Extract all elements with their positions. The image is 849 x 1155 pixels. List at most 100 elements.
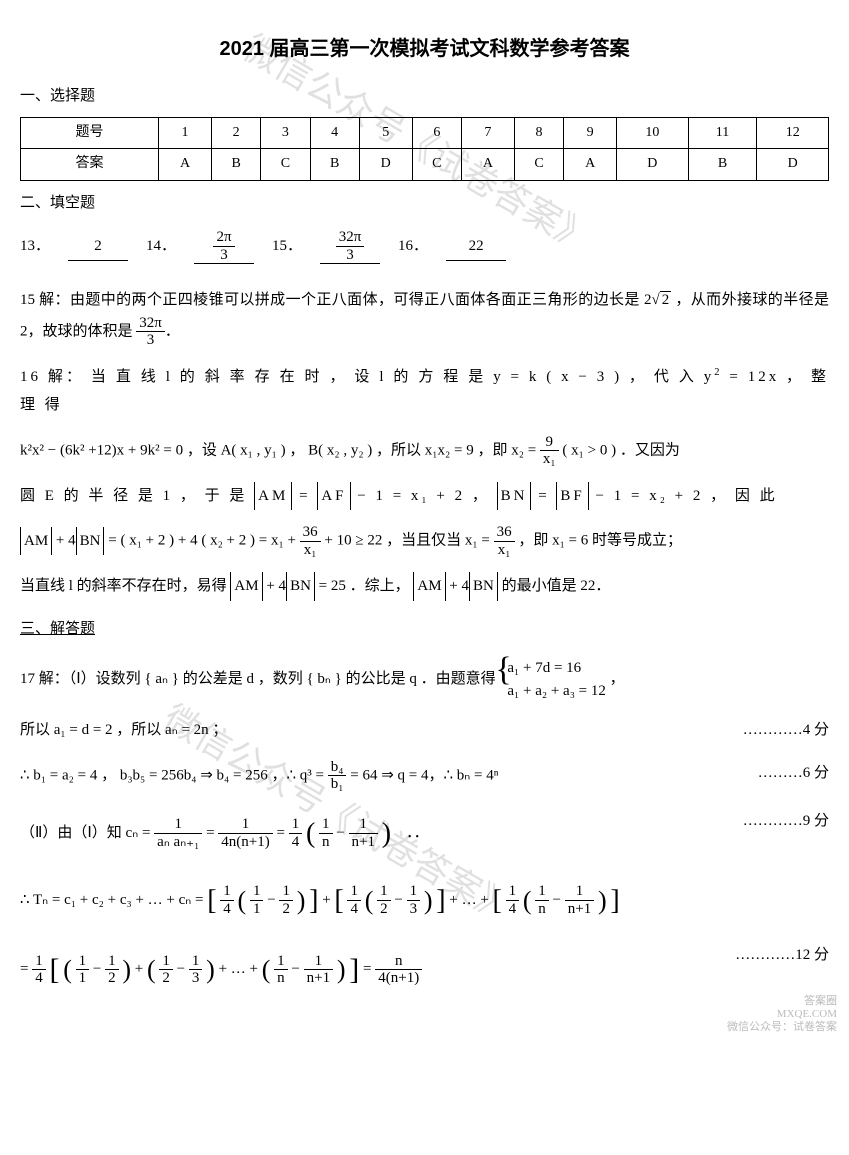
header-cell: 题号 [21,117,159,149]
rparen-icon: ) [297,876,306,925]
num-cell: 4 [310,117,359,149]
score-4: …………4 分 [743,716,829,745]
solution-16-line3: 圆 E 的 半 径 是 1 ， 于 是 AM = AF − 1 = x₁ + 2… [20,482,829,511]
table-row: 题号 1 2 3 4 5 6 7 8 9 10 11 12 [21,117,829,149]
ans-cell: B [310,149,359,181]
frac-num: 1 [407,883,421,901]
frac-den: n+1 [349,834,378,851]
text: 当直线 l 的斜率不存在时，易得 [20,578,230,594]
num-cell: 8 [514,117,563,149]
abs-bn: BN [286,572,315,601]
rbracket-icon: ] [610,874,619,927]
ans-cell: A [564,149,617,181]
abs-am: AM [413,572,445,601]
solution-16-line1: 16 解： 当 直 线 l 的 斜 率 存 在 时 ， 设 l 的 方 程 是 … [20,363,829,420]
text: − [267,892,279,908]
frac-num: 1 [279,883,293,901]
solution-16-line4: AM + 4BN = ( x₁ + 2 ) + 4 ( x₂ + 2 ) = x… [20,524,829,558]
footer-line2: MXQE.COM [727,1008,837,1021]
frac-den: n [319,834,333,851]
rparen-icon: ) [337,945,346,994]
frac-num: 1 [304,953,333,971]
lparen-icon: ( [523,876,532,925]
text: + … + [449,892,492,908]
ans-cell: C [261,149,310,181]
ans-cell: C [514,149,563,181]
frac-num: 32π [336,229,365,247]
abs-am: AM [254,482,292,511]
frac-den: 4 [289,834,303,851]
text: 圆 E 的 半 径 是 1 ， 于 是 [20,488,254,504]
q13-label: 13． [20,232,50,261]
text: 15 解：由题中的两个正四棱锥可以拼成一个正八面体，可得正八面体各面正三角形的边… [20,292,651,308]
ans-cell: A [159,149,212,181]
frac-den: 4(n+1) [375,970,422,987]
solution-16-line2: k²x² − (6k² +12)x + 9k² = 0 ，设 A( x₁ , y… [20,434,829,468]
frac-den: 3 [407,901,421,918]
ans-cell: B [212,149,261,181]
text: ( x₁ > 0 ) ．又因为 [562,442,679,458]
text: − [93,961,105,977]
frac-num: 9 [540,434,559,452]
text: − [553,892,565,908]
frac-den: 4n(n+1) [218,834,272,851]
num-cell: 6 [412,117,461,149]
frac-den: 4 [347,901,361,918]
text: 16 解： 当 直 线 l 的 斜 率 存 在 时 ， 设 l 的 方 程 是 … [20,369,714,385]
text: 17 解：（Ⅰ）设数列 { aₙ } 的公差是 d ，数列 { bₙ } 的公比… [20,671,499,687]
text: + 4 [52,533,75,549]
lparen-icon: ( [238,876,247,925]
text: = [277,825,289,841]
frac-num: 1 [377,883,391,901]
q16-answer: 22 [446,232,506,262]
text: − [336,825,348,841]
frac-num: 1 [250,883,264,901]
text: = [20,961,32,977]
lbracket-icon: [ [49,941,59,998]
frac-num: 1 [319,816,333,834]
text: （Ⅱ）由（Ⅰ）知 cₙ = [20,825,154,841]
text: + [322,892,334,908]
solution-15: 15 解：由题中的两个正四棱锥可以拼成一个正八面体，可得正八面体各面正三角形的边… [20,286,829,349]
lparen-icon: ( [306,807,315,860]
frac-den: 2 [159,970,173,987]
frac-num: 1 [289,816,303,834]
abs-bn: BN [497,482,532,511]
section-fill-label: 二、填空题 [20,189,829,218]
abs-am: AM [230,572,262,601]
text: + 10 ≥ 22 ，当且仅当 x₁ = [324,533,493,549]
solution-17-line5: ∴ Tₙ = c₁ + c₂ + c₃ + … + cₙ = [ 14 ( 11… [20,874,829,927]
sup: 2 [714,367,722,378]
header-cell: 答案 [21,149,159,181]
rparen-icon: ) [206,945,215,994]
frac-den: 2 [279,901,293,918]
page-title: 2021 届高三第一次模拟考试文科数学参考答案 [20,30,829,68]
frac-den: 1 [250,901,264,918]
frac-den: 3 [136,332,165,349]
lparen-icon: ( [365,876,374,925]
q14-answer: 2π3 [194,229,254,264]
rparen-icon: ) [424,876,433,925]
text: − [394,892,406,908]
text: + … + [219,961,262,977]
frac-num: 1 [565,883,594,901]
brace-eq1: a₁ + 7d = 16 [507,657,606,680]
frac-den: 1 [76,970,90,987]
sqrt-icon: 2 [651,291,671,308]
num-cell: 2 [212,117,261,149]
solution-17-line6: = 14 [ ( 11 − 12 ) + ( 12 − 13 ) + … + (… [20,941,829,998]
frac-den: 4 [220,901,234,918]
choice-answer-table: 题号 1 2 3 4 5 6 7 8 9 10 11 12 答案 A B C B… [20,117,829,181]
frac-num: 1 [506,883,520,901]
text: k²x² − (6k² +12)x + 9k² = 0 ，设 A( x₁ , y… [20,442,540,458]
section-solve-label: 三、解答题 [20,615,829,644]
text: ，即 x₁ = 6 时等号成立； [518,533,682,549]
frac-den: x₁ [300,542,321,559]
frac-num: 1 [220,883,234,901]
frac-num: 1 [159,953,173,971]
text: ， [610,671,625,687]
rparen-icon: ) [598,876,607,925]
text: = [363,961,375,977]
frac-den: aₙ aₙ₊₁ [154,834,202,851]
rbracket-icon: ] [436,874,445,927]
